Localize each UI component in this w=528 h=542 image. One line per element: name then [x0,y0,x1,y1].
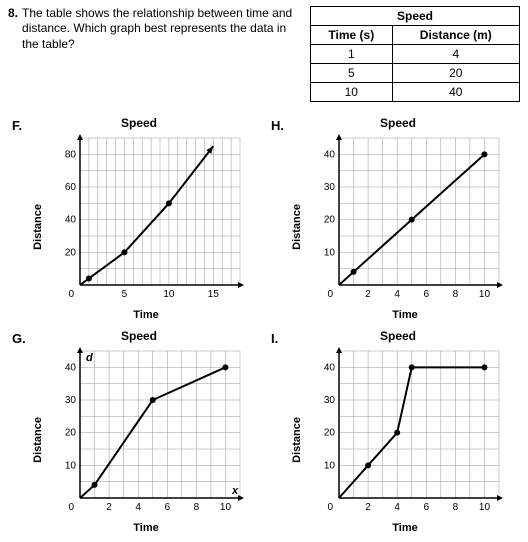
svg-text:6: 6 [423,289,429,300]
svg-text:6: 6 [423,502,429,513]
chart-cell-H: H. Speed Distance 0 2 4 6 8 10 10 20 30 40 Time [271,116,516,321]
charts-grid: F. Speed Distance 05101520406080Time H. … [0,106,528,542]
chart-cell-G: G. Speed Distance 0 2 4 6 8 10 10 20 30 40 d x Time [12,329,257,534]
question-text: The table shows the relationship between… [22,6,310,102]
svg-text:8: 8 [453,289,459,300]
y-axis-label: Distance [291,417,303,463]
svg-text:30: 30 [324,182,336,193]
svg-text:40: 40 [324,362,336,373]
svg-text:4: 4 [394,289,400,300]
svg-text:20: 20 [65,428,77,439]
chart-cell-F: F. Speed Distance 0 5 10 15 20 40 60 80 Time [12,116,257,321]
chart-holder: Speed Distance 0 2 4 6 8 10 10 20 30 40 Time [291,116,505,321]
svg-text:20: 20 [324,428,336,439]
svg-text:10: 10 [65,460,77,471]
svg-text:4: 4 [135,502,141,513]
svg-text:40: 40 [65,362,77,373]
svg-text:2: 2 [365,502,371,513]
svg-text:40: 40 [65,215,77,226]
svg-text:d: d [86,352,93,364]
question-number: 8. [8,6,22,102]
svg-text:20: 20 [65,247,77,258]
data-table: Speed Time (s) Distance (m) 14 520 1040 [310,6,520,102]
svg-text:10: 10 [479,502,491,513]
svg-text:x: x [231,485,239,497]
data-table-wrap: Speed Time (s) Distance (m) 14 520 1040 [310,6,520,102]
y-axis-label: Distance [32,204,44,250]
y-axis-label: Distance [291,204,303,250]
table-row: 14 [311,45,520,64]
table-title: Speed [311,7,520,26]
svg-text:2: 2 [106,502,112,513]
svg-text:60: 60 [65,182,77,193]
chart-letter: H. [271,116,291,321]
chart-title: Speed [380,329,416,343]
svg-text:30: 30 [324,395,336,406]
x-axis-label: Time [305,522,505,534]
svg-text:8: 8 [453,502,459,513]
col-header-distance: Distance (m) [392,26,519,45]
svg-text:0: 0 [327,502,333,513]
svg-text:10: 10 [324,247,336,258]
svg-text:4: 4 [394,502,400,513]
svg-text:6: 6 [164,502,170,513]
chart-holder: Speed Distance 0 5 10 15 20 40 60 80 Time [32,116,246,321]
x-axis-label: Time [305,309,505,321]
chart-svg: 0 2 4 6 8 10 10 20 30 40 [305,132,505,307]
svg-text:10: 10 [163,289,175,300]
chart-cell-I: I. Speed Distance 0 2 4 6 8 10 10 20 30 40 Time [271,329,516,534]
svg-text:20: 20 [324,215,336,226]
svg-text:5: 5 [122,289,128,300]
question-row: 8. The table shows the relationship betw… [0,0,528,106]
svg-text:10: 10 [479,289,491,300]
col-header-time: Time (s) [311,26,393,45]
chart-holder: Speed Distance 0 2 4 6 8 10 10 20 30 40 d x Time [32,329,246,534]
x-axis-label: Time [46,522,246,534]
svg-text:0: 0 [68,502,74,513]
svg-text:0: 0 [327,289,333,300]
table-row: 1040 [311,83,520,102]
svg-text:2: 2 [365,289,371,300]
chart-svg: 0 2 4 6 8 10 10 20 30 40 [305,345,505,520]
svg-text:10: 10 [324,460,336,471]
chart-letter: F. [12,116,32,321]
svg-text:80: 80 [65,149,77,160]
chart-letter: G. [12,329,32,534]
svg-text:40: 40 [324,149,336,160]
chart-title: Speed [121,116,157,130]
chart-title: Speed [380,116,416,130]
chart-title: Speed [121,329,157,343]
svg-text:15: 15 [208,289,220,300]
x-axis-label: Time [46,309,246,321]
chart-svg: 0 2 4 6 8 10 10 20 30 40 d x [46,345,246,520]
y-axis-label: Distance [32,417,44,463]
svg-text:0: 0 [68,289,74,300]
svg-text:30: 30 [65,395,77,406]
chart-svg: 0 5 10 15 20 40 60 80 [46,132,246,307]
svg-text:10: 10 [220,502,232,513]
chart-letter: I. [271,329,291,534]
svg-text:8: 8 [194,502,200,513]
chart-holder: Speed Distance 0 2 4 6 8 10 10 20 30 40 Time [291,329,505,534]
table-row: 520 [311,64,520,83]
